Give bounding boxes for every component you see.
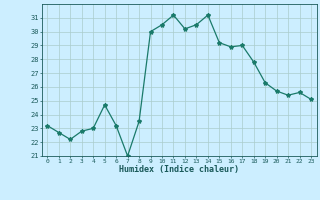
X-axis label: Humidex (Indice chaleur): Humidex (Indice chaleur)	[119, 165, 239, 174]
